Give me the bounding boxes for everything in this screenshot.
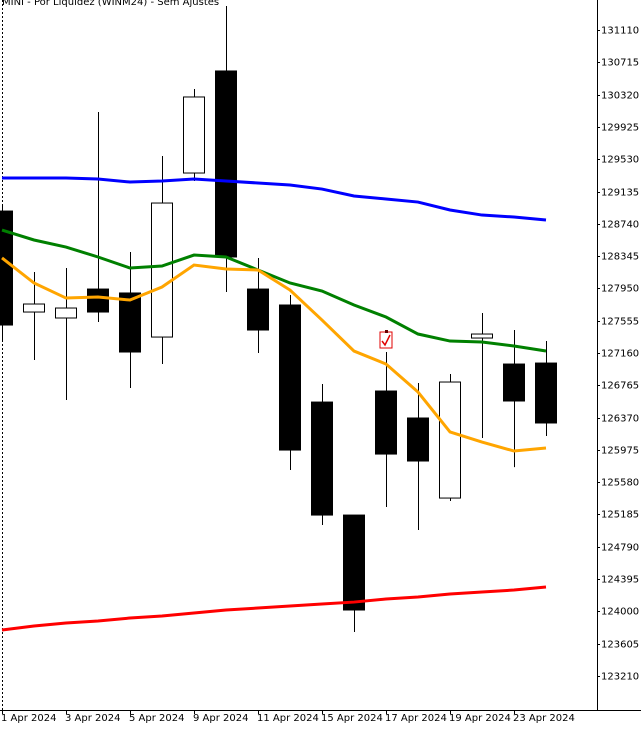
y-tick-label: 126765	[601, 381, 639, 392]
y-tick-label: 125580	[601, 478, 639, 489]
y-tick-label: 123210	[601, 672, 639, 683]
candle-body	[183, 96, 205, 174]
y-tick-label: 123605	[601, 640, 639, 651]
candle-body	[535, 362, 557, 424]
y-tick-label: 126370	[601, 414, 639, 425]
candle-body	[279, 304, 301, 451]
y-tick-label: 125185	[601, 510, 639, 521]
candle-body	[503, 363, 525, 402]
x-tick-label: 23 Apr 2024	[513, 713, 575, 724]
moving-average-line	[1, 585, 547, 632]
y-tick-label: 130320	[601, 91, 639, 102]
candle-body	[439, 381, 461, 499]
moving-average-line	[1, 256, 547, 453]
candle-body	[87, 288, 109, 313]
y-tick-label: 124000	[601, 607, 639, 618]
candle-body	[375, 390, 397, 455]
y-tick-label: 127555	[601, 317, 639, 328]
y-tick-label: 129530	[601, 155, 639, 166]
x-tick-label: 9 Apr 2024	[193, 713, 248, 724]
y-tick-label: 131110	[601, 26, 639, 37]
trade-marker	[379, 330, 393, 349]
y-tick-label: 127950	[601, 284, 639, 295]
x-tick-label: 11 Apr 2024	[257, 713, 319, 724]
y-tick-label: 129925	[601, 123, 639, 134]
moving-average-line	[2, 176, 547, 222]
y-tick-label: 124395	[601, 575, 639, 586]
chart-title: MINI - Por Liquidez (WINM24) - Sem Ajust…	[2, 0, 219, 8]
y-tick-label: 127160	[601, 349, 639, 360]
y-tick-label: 130715	[601, 58, 639, 69]
y-tick-label: 124790	[601, 543, 639, 554]
y-tick-label: 129135	[601, 188, 639, 199]
candle-body	[471, 333, 493, 339]
candle-body	[343, 514, 365, 611]
y-tick-label: 125975	[601, 446, 639, 457]
x-tick-label: 15 Apr 2024	[321, 713, 383, 724]
moving-average-line	[1, 228, 547, 353]
x-tick-label: 17 Apr 2024	[385, 713, 447, 724]
x-tick-label: 3 Apr 2024	[65, 713, 120, 724]
candle-body	[119, 292, 141, 353]
candle-body	[55, 307, 77, 319]
candle-body	[311, 401, 333, 516]
y-tick-label: 128740	[601, 220, 639, 231]
candle-body	[247, 288, 269, 331]
candle-body	[0, 210, 13, 326]
x-tick-label: 1 Apr 2024	[1, 713, 56, 724]
candle-body	[23, 303, 45, 313]
x-tick-label: 19 Apr 2024	[449, 713, 511, 724]
candle-body	[407, 417, 429, 462]
y-tick-label: 128345	[601, 252, 639, 263]
candle-body	[151, 202, 173, 338]
x-tick-label: 5 Apr 2024	[129, 713, 184, 724]
candle-body	[215, 70, 237, 258]
